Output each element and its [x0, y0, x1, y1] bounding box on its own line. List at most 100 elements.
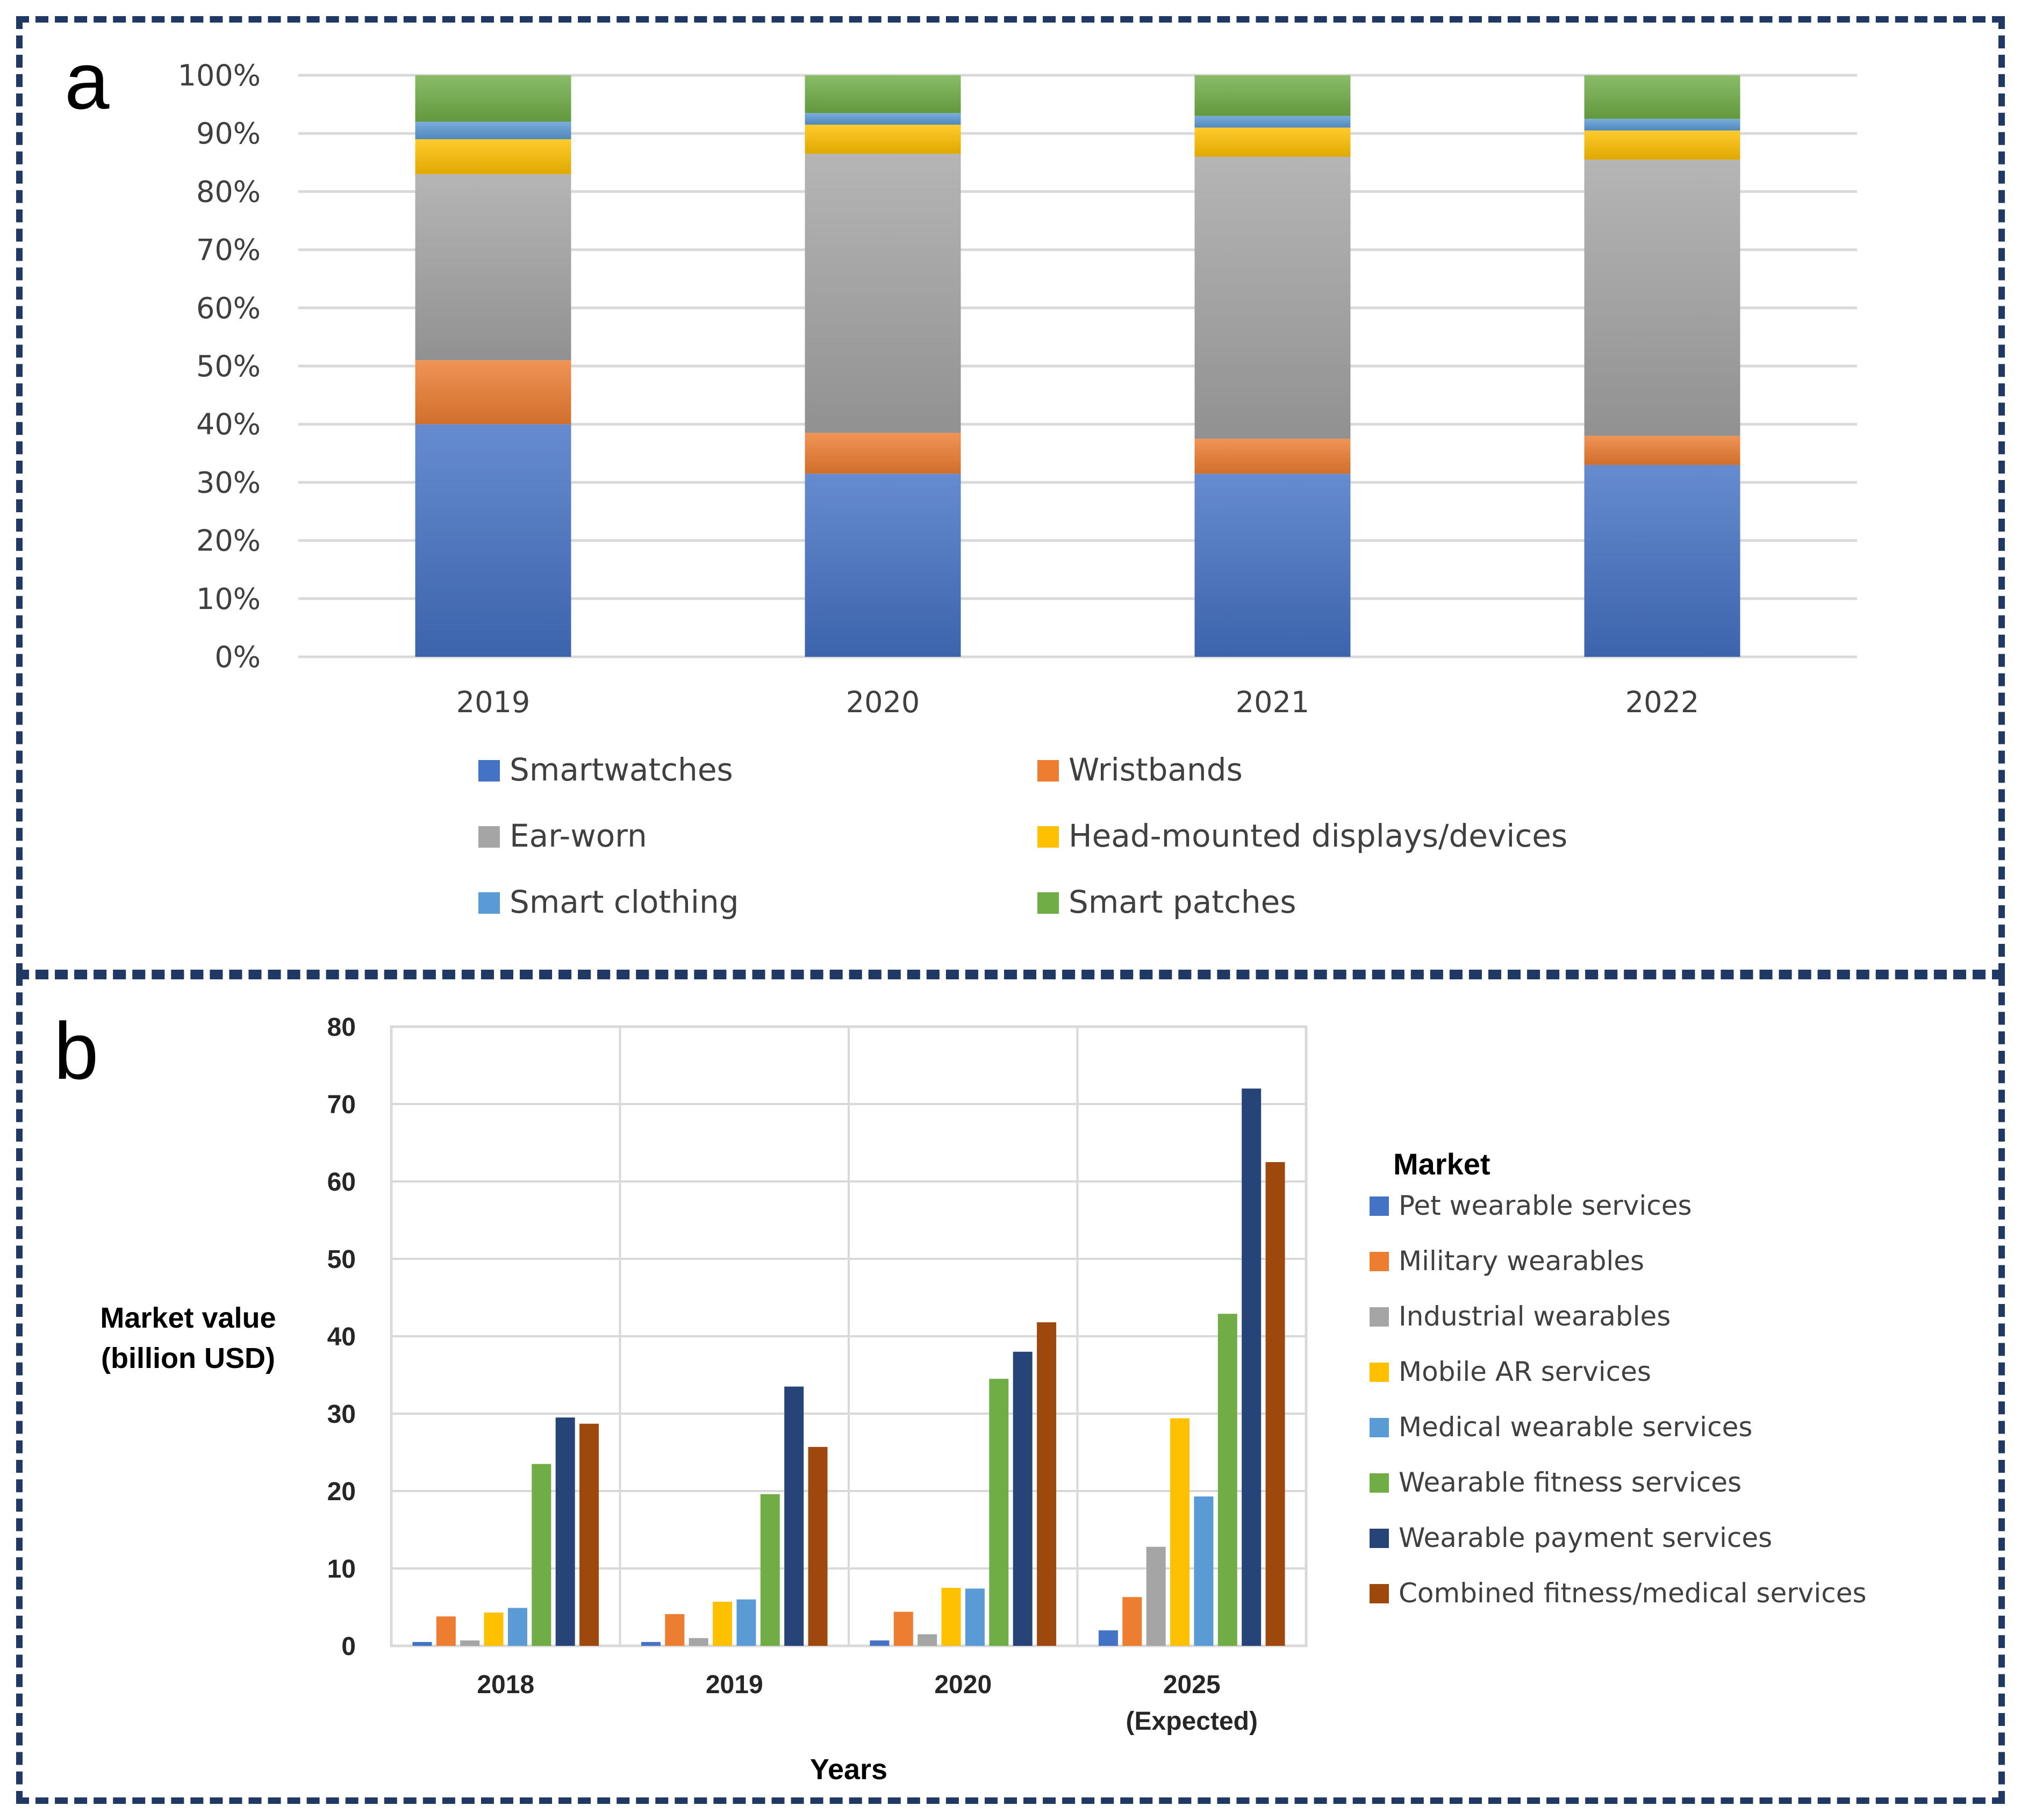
- chart-a-bar-segment: [1194, 156, 1351, 439]
- chart-b-y-axis-title: (billion USD): [101, 1342, 275, 1374]
- chart-a-legend-label: Smart clothing: [510, 884, 739, 920]
- chart-b-y-tick: 40: [327, 1323, 356, 1351]
- chart-b-y-axis-title: Market value: [100, 1302, 276, 1334]
- chart-a-legend-swatch: [1037, 892, 1059, 914]
- chart-a-y-tick: 60%: [196, 291, 261, 325]
- chart-a-bar-segment: [1584, 435, 1740, 465]
- chart-b-bar: [460, 1640, 480, 1646]
- chart-a-bar-segment: [1194, 474, 1351, 657]
- chart-b-legend-label: Military wearables: [1399, 1245, 1644, 1277]
- chart-b-legend-label: Industrial wearables: [1399, 1301, 1671, 1332]
- chart-b-bar: [989, 1379, 1009, 1646]
- chart-a-legend-swatch: [478, 760, 500, 782]
- chart-b-bar: [1265, 1162, 1285, 1646]
- chart-b-x-tick-sublabel: (Expected): [1126, 1707, 1258, 1736]
- chart-a-bar-segment: [415, 139, 571, 174]
- chart-b: 0 10 20 30 40 50 60 70 80 2018 2019 2020 2025 (Expect…: [100, 1013, 1866, 1786]
- chart-a-y-tick: 10%: [196, 582, 261, 616]
- chart-b-x-tick: 2020: [934, 1671, 992, 1699]
- chart-a-y-tick: 40%: [196, 407, 261, 441]
- chart-a-bar-segment: [1194, 127, 1351, 157]
- chart-a-bar-segment: [1584, 119, 1740, 131]
- chart-b-bar: [1146, 1546, 1166, 1646]
- chart-b-bar: [784, 1386, 804, 1646]
- chart-b-bar: [1122, 1597, 1142, 1646]
- chart-a-bar-segment: [1584, 75, 1740, 119]
- chart-b-legend-swatch: [1370, 1584, 1389, 1603]
- chart-b-bar: [760, 1494, 780, 1646]
- chart-a-y-tick: 30%: [196, 465, 261, 499]
- chart-b-legend-label: Medical wearable services: [1399, 1411, 1752, 1443]
- chart-a-bar-segment: [415, 424, 571, 657]
- chart-b-legend-label: Mobile AR services: [1399, 1356, 1651, 1387]
- chart-b-legend-swatch: [1370, 1473, 1389, 1493]
- chart-a-x-tick: 2019: [456, 685, 530, 719]
- chart-b-bar: [1037, 1322, 1057, 1646]
- chart-b-x-axis-title: Years: [810, 1753, 887, 1786]
- chart-a-legend-swatch: [1037, 760, 1059, 782]
- chart-b-legend-swatch: [1370, 1529, 1389, 1548]
- chart-a-bar-segment: [415, 360, 571, 425]
- panel-b-label: b: [54, 1006, 99, 1096]
- chart-a-bar-segment: [415, 174, 571, 361]
- chart-a-legend-swatch: [478, 892, 500, 914]
- panel-b-frame: [16, 973, 2005, 1804]
- panel-a-label: a: [64, 35, 110, 126]
- chart-b-bar: [412, 1642, 432, 1646]
- chart-b-bar: [689, 1638, 708, 1646]
- chart-b-y-tick: 50: [327, 1245, 356, 1274]
- chart-b-bar: [555, 1417, 575, 1646]
- chart-b-legend-swatch: [1370, 1252, 1389, 1271]
- chart-b-bar: [1170, 1418, 1190, 1646]
- chart-a-bar-segment: [805, 124, 961, 154]
- chart-a-bar-segment: [1584, 464, 1740, 657]
- chart-a-bar-segment: [1194, 75, 1351, 116]
- chart-b-y-tick: 60: [327, 1168, 356, 1196]
- chart-b-legend-title: Market: [1393, 1147, 1490, 1181]
- chart-b-legend-label: Combined fitness/medical services: [1399, 1578, 1867, 1609]
- chart-a-legend-label: Smartwatches: [510, 751, 733, 788]
- chart-b-bar: [713, 1601, 733, 1646]
- chart-a-bar-segment: [805, 75, 961, 113]
- chart-a-y-tick: 90%: [196, 117, 261, 151]
- chart-b-bar: [641, 1642, 661, 1646]
- chart-a-bar-segment: [805, 433, 961, 474]
- chart-b-y-tick: 10: [327, 1555, 356, 1583]
- chart-a-legend-label: Wristbands: [1069, 751, 1243, 788]
- chart-b-bar: [579, 1423, 599, 1646]
- chart-b-bar: [507, 1608, 527, 1646]
- chart-a-x-tick: 2022: [1625, 685, 1699, 719]
- chart-b-legend-label: Pet wearable services: [1399, 1190, 1692, 1221]
- chart-b-legend-swatch: [1370, 1307, 1389, 1327]
- chart-a-bar-segment: [805, 474, 961, 657]
- chart-b-x-tick: 2018: [477, 1671, 534, 1699]
- chart-b-bar: [1217, 1314, 1237, 1646]
- chart-b-legend-swatch: [1370, 1418, 1389, 1437]
- chart-a-bar-segment: [1584, 130, 1740, 160]
- chart-b-bar: [893, 1611, 913, 1646]
- chart-b-bar: [436, 1616, 456, 1646]
- chart-a-bar-segment: [1584, 159, 1740, 436]
- chart-b-bar: [665, 1614, 685, 1646]
- chart-a-legend-label: Ear-worn: [510, 818, 647, 854]
- chart-a-bar-segment: [415, 75, 571, 122]
- chart-b-bar: [870, 1640, 890, 1646]
- chart-a-y-tick: 70%: [196, 233, 261, 267]
- chart-b-bar: [736, 1599, 756, 1646]
- chart-b-bar: [532, 1464, 551, 1646]
- chart-b-bar: [1098, 1630, 1118, 1646]
- chart-b-bar: [1194, 1496, 1214, 1646]
- chart-b-bar: [1242, 1088, 1262, 1646]
- chart-b-y-tick: 20: [327, 1478, 356, 1506]
- chart-b-legend-swatch: [1370, 1196, 1389, 1216]
- chart-b-legend-swatch: [1370, 1363, 1389, 1382]
- chart-a-bar-segment: [1194, 116, 1351, 128]
- chart-a-legend-swatch: [478, 826, 500, 848]
- chart-a-bar-segment: [805, 113, 961, 125]
- chart-a-bar-segment: [1194, 439, 1351, 474]
- chart-b-y-tick: 80: [327, 1013, 356, 1042]
- chart-a-legend-label: Smart patches: [1069, 884, 1296, 920]
- chart-b-bar: [1013, 1351, 1033, 1646]
- chart-b-y-tick: 70: [327, 1091, 356, 1119]
